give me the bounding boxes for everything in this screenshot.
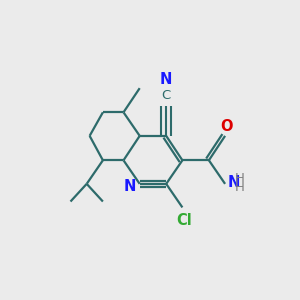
Text: C: C <box>162 89 171 102</box>
Text: O: O <box>220 118 233 134</box>
Text: N: N <box>160 72 172 87</box>
Text: N: N <box>227 175 240 190</box>
Text: H: H <box>234 181 244 194</box>
Text: H: H <box>234 172 244 185</box>
Text: Cl: Cl <box>176 213 192 228</box>
Text: N: N <box>124 179 136 194</box>
